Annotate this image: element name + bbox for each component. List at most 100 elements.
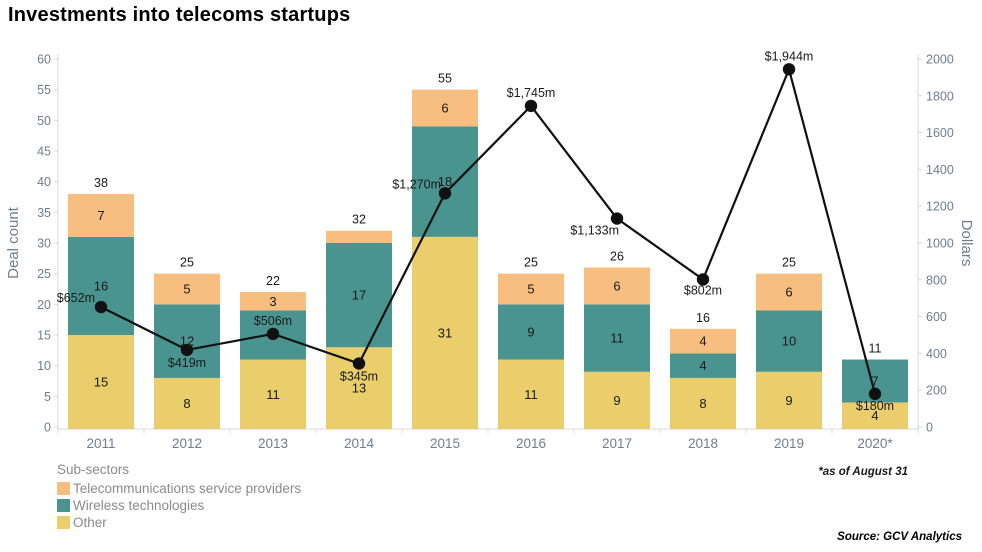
source-credit: Source: GCV Analytics [837, 531, 962, 543]
bar-segment-2017-telecommunications-service-providers[interactable] [584, 267, 650, 305]
bar-segment-2018-telecommunications-service-providers[interactable] [670, 328, 736, 354]
left-axis-tick-label: 25 [37, 267, 51, 281]
bar-segment-2019-telecommunications-service-providers[interactable] [756, 273, 822, 311]
x-axis-year-label: 2012 [172, 436, 202, 451]
bar-total-label: 25 [524, 256, 538, 270]
left-axis-tick-label: 45 [37, 145, 51, 159]
legend-item-label: Wireless technologies [73, 498, 205, 513]
dollars-point-label: $506m [254, 314, 292, 328]
bar-segment-2019-other[interactable] [756, 371, 822, 429]
bar-segment-2018-other[interactable] [670, 377, 736, 429]
bar-segment-2015-telecommunications-service-providers[interactable] [412, 89, 478, 127]
dollars-point-label: $1,745m [507, 86, 556, 100]
bar-segment-label: 9 [785, 393, 792, 408]
left-axis-tick-label: 10 [37, 359, 51, 373]
bar-segment-label: 17 [352, 288, 366, 303]
x-axis-year-label: 2014 [344, 436, 375, 451]
bar-segment-2015-other[interactable] [412, 236, 478, 429]
bar-total-label: 11 [869, 342, 882, 356]
dollars-point-2011[interactable] [94, 300, 108, 314]
dollars-point-2012[interactable] [180, 343, 194, 357]
bar-total-label: 16 [696, 311, 710, 325]
bar-segment-label: 13 [352, 381, 366, 396]
bar-segment-label: 11 [610, 331, 624, 346]
bar-total-label: 25 [180, 256, 194, 270]
bar-segment-2013-telecommunications-service-providers[interactable] [240, 292, 306, 311]
bar-segment-label: 18 [438, 174, 452, 189]
bar-segment-label: 11 [524, 387, 538, 402]
right-axis-tick-label: 600 [926, 310, 947, 324]
bar-segment-2017-other[interactable] [584, 371, 650, 429]
bar-segment-2014-telecommunications-service-providers[interactable] [326, 230, 392, 243]
left-axis-tick-label: 55 [37, 83, 51, 97]
right-axis-tick-label: 2000 [926, 53, 954, 67]
bar-segment-2016-telecommunications-service-providers[interactable] [498, 273, 564, 305]
bar-total-label: 22 [266, 274, 280, 288]
bar-segment-label: 4 [699, 334, 706, 349]
dollars-point-2014[interactable] [352, 357, 366, 370]
bar-segment-2014-wireless-technologies[interactable] [326, 243, 392, 348]
bar-segment-label: 7 [97, 208, 104, 223]
left-axis-tick-label: 60 [37, 53, 51, 67]
x-axis-year-label: 2018 [688, 436, 718, 451]
left-axis-title: Deal count [5, 206, 22, 279]
footnote: *as of August 31 [818, 466, 908, 478]
right-axis-tick-label: 1000 [926, 237, 954, 251]
bar-segment-label: 5 [183, 282, 190, 297]
dollars-point-label: $419m [168, 356, 206, 370]
legend-title: Sub-sectors [57, 462, 130, 477]
dollars-point-2017[interactable] [610, 212, 624, 225]
bar-segment-2011-telecommunications-service-providers[interactable] [68, 193, 134, 237]
bar-segment-2017-wireless-technologies[interactable] [584, 304, 650, 372]
right-axis-tick-label: 400 [926, 347, 947, 361]
dollars-point-2019[interactable] [782, 63, 796, 76]
dollars-point-label: $652m [57, 291, 95, 305]
bar-segment-label: 6 [785, 285, 792, 300]
right-axis-tick-label: 800 [926, 273, 947, 287]
bar-segment-label: 4 [871, 408, 878, 423]
bar-segment-label: 11 [266, 387, 280, 402]
left-axis-tick-label: 30 [37, 237, 51, 251]
bar-total-label: 25 [782, 256, 796, 270]
bar-segment-label: 8 [183, 396, 190, 411]
x-axis-year-label: 2016 [516, 436, 546, 451]
legend-item-wireless-technologies[interactable]: Wireless technologies [57, 497, 301, 514]
bar-segment-2015-wireless-technologies[interactable] [412, 126, 478, 237]
legend-item-telecom-providers[interactable]: Telecommunications service providers [57, 480, 301, 497]
bar-total-label: 55 [438, 72, 452, 86]
chart-title: Investments into telecoms startups [8, 4, 351, 26]
right-axis-tick-label: 200 [926, 384, 947, 398]
legend-item-other[interactable]: Other [57, 514, 301, 531]
bar-segment-label: 31 [438, 325, 452, 340]
right-axis-tick-label: 1200 [926, 200, 954, 214]
bar-segment-label: 7 [871, 374, 878, 389]
dollars-line [100, 65, 877, 395]
dollars-point-2013[interactable] [266, 327, 280, 341]
dollars-point-2018[interactable] [696, 273, 710, 286]
left-axis-tick-label: 35 [37, 206, 51, 220]
bar-segment-label: 9 [613, 393, 620, 408]
legend: Sub-sectors Telecommunications service p… [57, 462, 301, 531]
x-axis-year-label: 2017 [602, 436, 632, 451]
left-axis-tick-label: 40 [37, 175, 51, 189]
bar-segment-2016-wireless-technologies[interactable] [498, 304, 564, 360]
bar-segment-2019-wireless-technologies[interactable] [756, 310, 822, 372]
bar-segment-2012-wireless-technologies[interactable] [154, 304, 220, 378]
bar-segment-2011-other[interactable] [68, 335, 134, 429]
bar-segment-2013-other[interactable] [240, 359, 306, 429]
bar-segment-2012-telecommunications-service-providers[interactable] [154, 273, 220, 305]
bar-segment-2018-wireless-technologies[interactable] [670, 353, 736, 378]
bar-segment-label: 15 [94, 375, 108, 390]
bar-segment-2020-other[interactable] [842, 402, 908, 429]
dollars-point-2016[interactable] [524, 99, 538, 113]
dollars-point-2020[interactable] [868, 387, 882, 401]
x-axis-year-label: 2011 [86, 436, 115, 451]
dollars-point-label: $345m [340, 370, 378, 384]
bar-total-label: 32 [352, 213, 366, 227]
dollars-point-2015[interactable] [438, 187, 452, 200]
bar-segment-2012-other[interactable] [154, 377, 220, 429]
left-axis-tick-label: 0 [44, 421, 51, 435]
bar-segment-2016-other[interactable] [498, 359, 564, 429]
legend-item-label: Telecommunications service providers [73, 481, 302, 496]
